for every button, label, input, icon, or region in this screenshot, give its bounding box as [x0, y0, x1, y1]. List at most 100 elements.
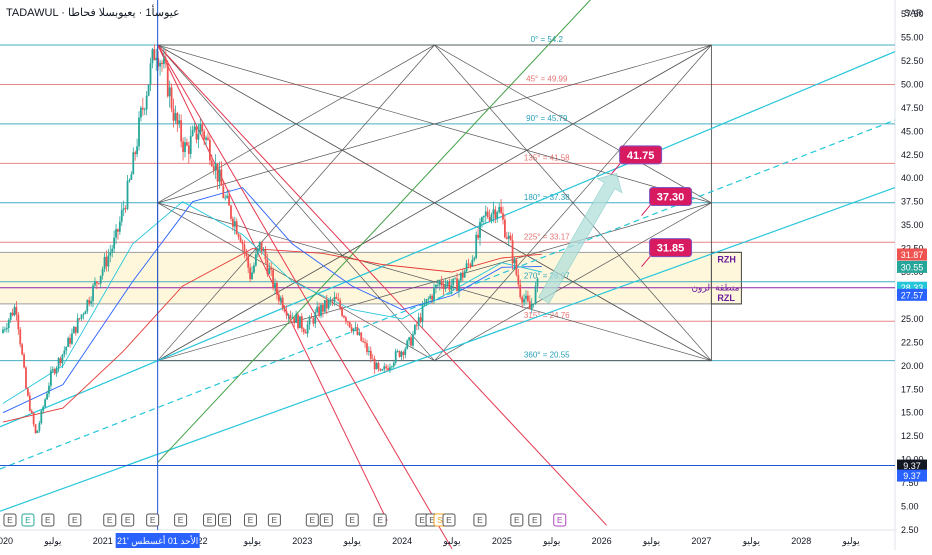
gann-box-layer: [157, 44, 712, 362]
candle-body: [38, 423, 41, 431]
candle-body: [117, 229, 119, 232]
candle-body: [515, 259, 518, 275]
candles-layer: [2, 44, 539, 434]
candle-body: [389, 367, 391, 370]
candle-body: [490, 214, 493, 221]
time-tick-label: 2024: [392, 536, 412, 546]
gann-level-label: 90° = 45.79: [526, 114, 568, 123]
candle-body: [233, 221, 236, 227]
candle-body: [26, 388, 29, 396]
candle-body: [111, 248, 114, 253]
event-marker: [217, 513, 231, 527]
candle-body: [76, 318, 79, 333]
price-tick-label: 50.00: [901, 79, 924, 89]
time-tick-label: 22: [198, 536, 208, 546]
candle-body: [128, 179, 131, 181]
candle-body: [308, 316, 311, 325]
gann-fan-line: [157, 202, 712, 362]
target-pointer: [611, 161, 622, 175]
candle-body: [199, 124, 202, 135]
candle-body: [2, 329, 4, 334]
candle-body: [287, 314, 290, 316]
candle-body: [366, 343, 368, 353]
candle-body: [339, 300, 342, 309]
red-fan-line: [157, 44, 453, 550]
teal-trendline: [0, 51, 896, 428]
candle-body: [467, 263, 470, 265]
red-fan-line: [157, 44, 608, 526]
candle-body: [17, 314, 20, 330]
event-marker: [146, 513, 160, 527]
time-tick-label: يوليو: [442, 536, 461, 547]
candle-body: [348, 321, 351, 328]
candle-body: [264, 249, 267, 260]
candle-body: [11, 312, 14, 316]
candle-body: [494, 209, 497, 219]
candle-body: [235, 221, 238, 235]
candle-body: [220, 169, 223, 186]
candle-body: [484, 211, 487, 216]
gann-fan-line: [434, 44, 712, 204]
candle-body: [281, 297, 284, 309]
gann-level-label: 0° = 54.2: [531, 35, 564, 44]
event-marker: [510, 513, 524, 527]
candle-body: [184, 142, 186, 153]
candle-body: [157, 57, 160, 67]
target-pointer: [641, 203, 652, 216]
candle-body: [429, 295, 432, 299]
price-tick-label: 45.00: [901, 126, 924, 136]
event-marker: [103, 513, 117, 527]
candle-body: [300, 316, 303, 329]
candle-body: [517, 274, 520, 285]
candle-body: [23, 354, 25, 368]
candle-body: [492, 209, 495, 215]
candle-body: [479, 221, 481, 238]
price-badge-text: 27.57: [901, 290, 924, 300]
candle-body: [528, 301, 531, 310]
candle-body: [463, 271, 466, 278]
candle-body: [182, 141, 184, 153]
gann-fan-line: [157, 44, 435, 361]
candle-body: [115, 229, 117, 238]
candle-body: [310, 316, 313, 319]
candle-body: [509, 235, 512, 241]
candle-body: [379, 368, 382, 371]
gann-fan-line: [157, 44, 712, 204]
time-tick-label: 2023: [292, 536, 312, 546]
price-tick-label: 17.50: [901, 384, 924, 394]
price-badge-text: 31.87: [901, 250, 924, 260]
candle-body: [377, 362, 380, 369]
candle-body: [320, 304, 322, 316]
candle-body: [325, 300, 328, 309]
event-marker-label: E: [272, 515, 278, 525]
candle-body: [373, 358, 376, 370]
candle-body: [163, 58, 165, 65]
event-marker-label: E: [557, 515, 563, 525]
candle-body: [230, 205, 232, 219]
price-badge-box: [897, 288, 927, 301]
event-marker: [68, 513, 82, 527]
candle-body: [143, 109, 146, 111]
candle-body: [352, 328, 355, 332]
trendlines-layer: [0, 0, 896, 550]
candle-body: [82, 314, 85, 315]
candle-body: [481, 217, 483, 222]
target-label-text: 37.30: [657, 192, 685, 204]
candle-body: [362, 340, 365, 343]
candle-body: [222, 185, 225, 198]
candle-body: [440, 280, 443, 286]
gann-level-label: 270° = 28.97: [524, 272, 570, 281]
candle-body: [118, 221, 121, 232]
currency-label[interactable]: SAR: [904, 8, 923, 18]
crosshair-date-box: [115, 533, 200, 548]
price-tick-label: 47.50: [901, 103, 924, 113]
candle-body: [448, 281, 451, 290]
candle-body: [350, 327, 353, 332]
candle-body: [212, 166, 215, 171]
candle-body: [28, 395, 31, 411]
candle-body: [293, 317, 296, 323]
price-tick-label: 12.50: [901, 431, 924, 441]
gann-level-label: 315° = 24.76: [524, 311, 570, 320]
event-marker-label: E: [349, 515, 355, 525]
